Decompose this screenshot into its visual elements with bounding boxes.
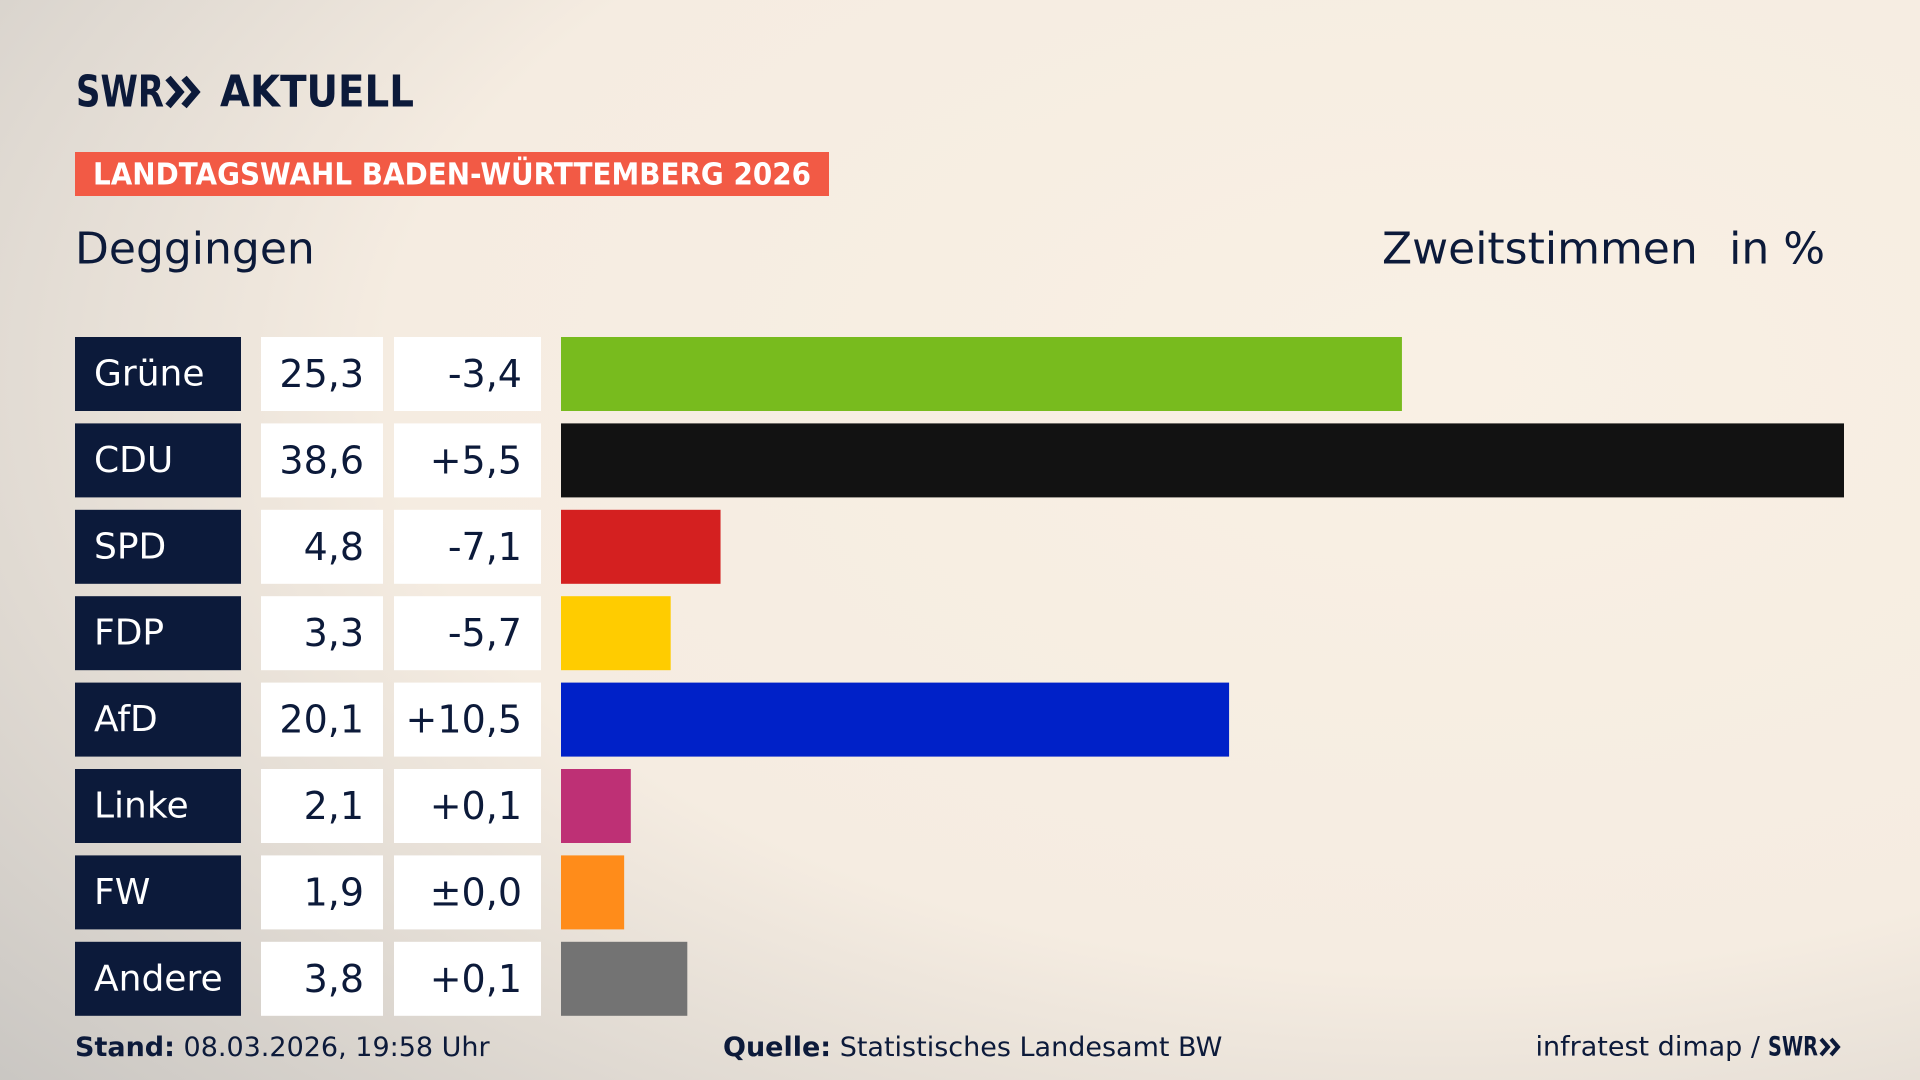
change-label: ±0,0 [430,870,522,914]
tag: LANDTAGSWAHL BADEN-WÜRTTEMBERG 2026 [93,156,811,193]
party-name: SPD [94,526,166,567]
bar [561,509,721,584]
bar [561,337,1402,411]
bar [561,596,671,671]
logo: SWR [76,67,164,118]
party-box [75,682,241,757]
change-cell [394,423,541,498]
subtitle: Zweitstimmen [1382,224,1698,275]
value-cell [261,941,383,1016]
party-name: Andere [94,958,223,999]
change-label: +10,5 [406,698,522,742]
stand-value: 08.03.2026, 19:58 Uhr [184,1032,491,1063]
change-label: -7,1 [448,525,522,569]
party-box [75,596,241,671]
bar [561,682,1230,757]
rows: Grüne 25,3 -3,4 CDU 38,6 +5,5 SPD 4,8 -7,1 FDP 3,3… [75,337,1844,1016]
party-name: Linke [94,786,189,827]
party-box [75,855,241,930]
change-cell [394,509,541,584]
party-name: CDU [94,440,173,481]
bar [561,855,625,930]
change-cell [394,941,541,1016]
change-cell [394,682,541,757]
value-label: 25,3 [279,352,364,396]
tag-box [75,152,829,196]
value-cell [261,596,383,671]
value-label: 3,3 [304,611,364,655]
bar [561,423,1844,498]
value-cell [261,769,383,843]
change-label: -5,7 [448,611,522,655]
stand-label: Stand: [75,1032,175,1063]
source: Quelle: Statistisches Landesamt BW [723,1032,1222,1063]
change-cell [394,596,541,671]
source-label: Quelle: [723,1032,831,1063]
value-label: 38,6 [279,438,364,482]
change-cell [394,769,541,843]
credit-logo: SWR [1768,1032,1818,1063]
change-label: +5,5 [430,438,522,482]
logo-suffix: AKTUELL [220,67,414,118]
party-box [75,509,241,584]
unit: in % [1729,224,1825,275]
value-label: 20,1 [279,698,364,742]
change-label: +0,1 [430,784,522,828]
value-cell [261,423,383,498]
change-cell [394,855,541,930]
value-label: 3,8 [304,957,364,1001]
party-name: Grüne [94,354,204,395]
value-cell [261,509,383,584]
change-label: -3,4 [448,352,522,396]
party-box [75,769,241,843]
value-label: 4,8 [304,525,364,569]
party-name: FW [94,872,150,913]
credit-chevrons [1819,1037,1841,1057]
credit: infratest dimap / [1535,1032,1760,1063]
value-label: 2,1 [304,784,364,828]
value-cell [261,337,383,411]
change-label: +0,1 [430,957,522,1001]
party-name: FDP [94,613,164,654]
party-box [75,423,241,498]
logo-chevrons [165,75,201,109]
party-name: AfD [94,699,158,740]
value-cell [261,855,383,930]
chart-title: Deggingen [75,224,315,275]
party-box [75,941,241,1016]
stand: Stand: 08.03.2026, 19:58 Uhr [75,1032,491,1063]
party-box [75,337,241,411]
value-cell [261,682,383,757]
source-value: Statistisches Landesamt BW [840,1032,1223,1063]
bar [561,941,688,1016]
value-label: 1,9 [304,870,364,914]
bar [561,769,631,843]
change-cell [394,337,541,411]
